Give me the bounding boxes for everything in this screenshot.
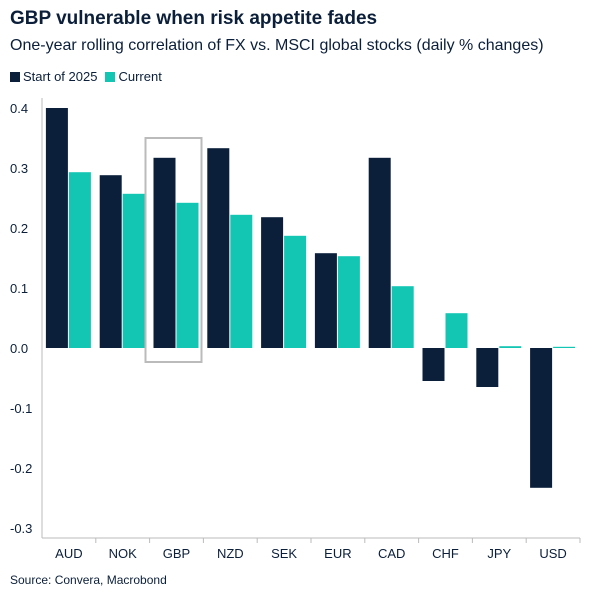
- chart-subtitle: One-year rolling correlation of FX vs. M…: [10, 37, 544, 54]
- x-tick-label: JPY: [487, 546, 511, 561]
- bar-cad-current: [391, 286, 414, 348]
- y-tick-label: 0.4: [10, 101, 28, 116]
- legend: Start of 2025 Current: [10, 69, 162, 84]
- x-tick-label: GBP: [163, 546, 190, 561]
- legend-swatch: [105, 71, 116, 82]
- bar-sek-current: [284, 235, 307, 348]
- bar-eur-start: [314, 253, 337, 348]
- bar-chf-start: [422, 348, 445, 381]
- bar-jpy-start: [476, 348, 499, 387]
- bar-nok-current: [122, 193, 145, 348]
- y-tick-label: -0.1: [10, 401, 32, 416]
- y-tick-label: 0.3: [10, 161, 28, 176]
- legend-label: Start of 2025: [23, 69, 98, 84]
- x-tick-label: SEK: [271, 546, 297, 561]
- y-tick-label: 0.1: [10, 281, 28, 296]
- x-tick-label: CHF: [432, 546, 459, 561]
- bar-nzd-current: [230, 214, 253, 348]
- y-tick-label: -0.3: [10, 521, 32, 536]
- bar-usd-start: [530, 348, 553, 488]
- legend-item-start: Start of 2025: [10, 69, 97, 84]
- bar-aud-start: [45, 108, 68, 348]
- bar-cad-start: [368, 157, 391, 348]
- y-tick-label: 0.2: [10, 221, 28, 236]
- bar-gbp-current: [176, 202, 199, 348]
- bar-eur-current: [337, 256, 360, 348]
- x-tick-label: AUD: [55, 546, 82, 561]
- legend-item-current: Current: [105, 69, 162, 84]
- x-tick-label: NZD: [217, 546, 244, 561]
- x-tick-label: USD: [539, 546, 566, 561]
- x-tick-label: EUR: [324, 546, 351, 561]
- y-tick-label: 0.0: [10, 341, 28, 356]
- bar-aud-current: [68, 172, 91, 348]
- legend-label: Current: [118, 69, 162, 84]
- x-tick-label: CAD: [378, 546, 405, 561]
- legend-swatch: [10, 71, 20, 82]
- highlight-box: [144, 137, 203, 363]
- bar-sek-start: [261, 217, 284, 348]
- bar-nok-start: [99, 175, 122, 348]
- bar-usd-current: [553, 346, 576, 348]
- bar-chf-current: [445, 313, 468, 348]
- x-tick-label: NOK: [109, 546, 138, 561]
- bar-nzd-start: [207, 148, 230, 348]
- source-note: Source: Convera, Macrobond: [10, 573, 167, 587]
- bar-gbp-start: [153, 157, 176, 348]
- y-tick-label: -0.2: [10, 461, 32, 476]
- chart-title: GBP vulnerable when risk appetite fades: [10, 8, 378, 29]
- bar-jpy-current: [499, 346, 522, 348]
